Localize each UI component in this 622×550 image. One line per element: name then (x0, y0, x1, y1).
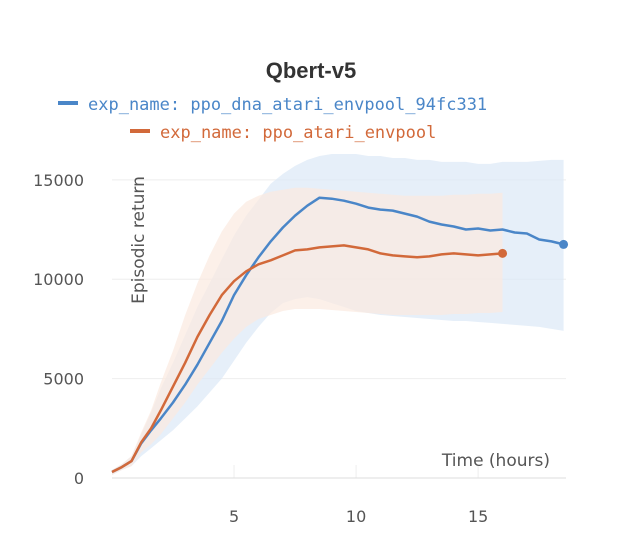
x-tick-label-2: 15 (468, 507, 488, 526)
x-axis-label: Time (hours) (441, 451, 550, 471)
y-tick-label-0: 0 (74, 469, 84, 488)
x-tick-label-0: 5 (229, 507, 239, 526)
series-endpoint-1[interactable] (559, 239, 569, 249)
y-tick-label-3: 15000 (33, 171, 84, 190)
confidence-bands (112, 154, 564, 476)
series-line-2[interactable] (111, 244, 503, 474)
series-line-1[interactable] (111, 196, 564, 474)
series-band-2 (112, 187, 503, 476)
legend-label-1: exp_name: ppo_dna_atari_envpool_94fc331 (88, 95, 487, 115)
y-tick-label-1: 5000 (43, 370, 84, 389)
legend-item-2[interactable]: exp_name: ppo_atari_envpool (130, 123, 436, 143)
legend-label-2: exp_name: ppo_atari_envpool (160, 123, 436, 143)
x-axis-ticks: 5 10 15 (229, 507, 488, 526)
x-tick-label-1: 10 (346, 507, 366, 526)
chart-title: Qbert-v5 (266, 58, 356, 83)
series-endpoints (498, 239, 569, 258)
series-endpoint-2[interactable] (498, 248, 508, 258)
series-lines (111, 196, 564, 474)
y-axis-label: Episodic return (129, 176, 149, 304)
legend: exp_name: ppo_dna_atari_envpool_94fc331 … (58, 95, 487, 143)
legend-item-1[interactable]: exp_name: ppo_dna_atari_envpool_94fc331 (58, 95, 487, 115)
y-tick-label-2: 10000 (33, 270, 84, 289)
y-axis-ticks: 0 5000 10000 15000 (33, 171, 84, 488)
